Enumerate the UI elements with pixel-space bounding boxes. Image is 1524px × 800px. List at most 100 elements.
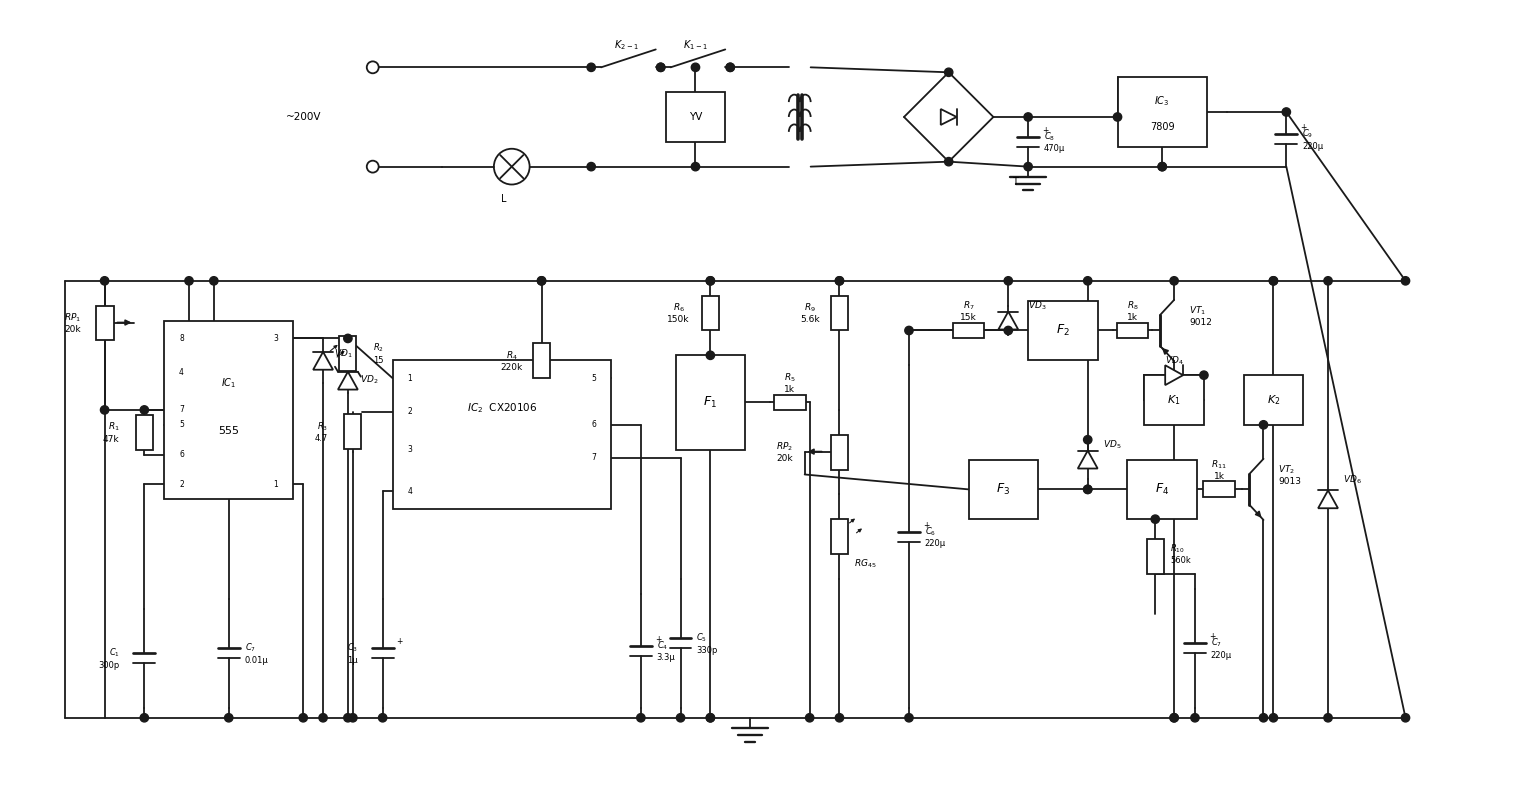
Text: $C_7$
0.01μ: $C_7$ 0.01μ <box>245 642 268 665</box>
Circle shape <box>835 277 844 285</box>
Text: $VD_4$: $VD_4$ <box>1164 354 1184 366</box>
Circle shape <box>319 714 328 722</box>
Polygon shape <box>1166 366 1183 385</box>
Text: 3: 3 <box>273 334 279 343</box>
Bar <box>831 434 847 470</box>
Text: $VD_2$: $VD_2$ <box>361 374 379 386</box>
Text: $F_1$: $F_1$ <box>704 395 718 410</box>
Circle shape <box>101 277 108 285</box>
Circle shape <box>1282 108 1291 116</box>
Text: 6: 6 <box>180 450 184 459</box>
Text: $C_8$
470μ: $C_8$ 470μ <box>1044 130 1065 154</box>
Text: $IC_3$: $IC_3$ <box>1155 94 1170 109</box>
Circle shape <box>538 277 546 285</box>
Bar <box>136 415 152 450</box>
Text: 3: 3 <box>407 445 413 454</box>
Text: $K_1$: $K_1$ <box>1167 393 1181 407</box>
Circle shape <box>344 334 352 342</box>
Text: $RP_1$
20k: $RP_1$ 20k <box>64 311 81 334</box>
Circle shape <box>1114 113 1122 121</box>
Circle shape <box>1170 714 1178 722</box>
Text: $R_5$
1k: $R_5$ 1k <box>783 371 796 394</box>
Text: $R_6$
150k: $R_6$ 150k <box>668 301 690 324</box>
Circle shape <box>657 63 664 71</box>
Circle shape <box>835 277 844 285</box>
Circle shape <box>1158 162 1166 171</box>
Text: $R_4$
220k: $R_4$ 220k <box>500 350 523 372</box>
Circle shape <box>806 714 814 722</box>
Circle shape <box>657 63 664 71</box>
Circle shape <box>1259 421 1268 429</box>
Text: $RG_{45}$: $RG_{45}$ <box>855 558 878 570</box>
Circle shape <box>692 63 700 71</box>
Circle shape <box>1170 714 1178 722</box>
Text: 5: 5 <box>180 420 184 430</box>
Circle shape <box>1190 714 1199 722</box>
Text: +: + <box>396 638 402 646</box>
Polygon shape <box>1077 450 1097 469</box>
Text: +: + <box>1300 123 1306 132</box>
Bar <box>969 459 1038 519</box>
Text: $C_6$
220μ: $C_6$ 220μ <box>925 525 946 548</box>
Circle shape <box>1269 277 1277 285</box>
Circle shape <box>706 714 715 722</box>
Circle shape <box>1199 371 1209 379</box>
Circle shape <box>1084 486 1091 494</box>
Text: L: L <box>501 194 506 205</box>
Bar <box>1117 322 1148 338</box>
Bar <box>1117 78 1207 146</box>
Circle shape <box>378 714 387 722</box>
Text: 1: 1 <box>407 374 411 382</box>
Text: $C_5$
330p: $C_5$ 330p <box>696 632 718 654</box>
Text: $RP_2$
20k: $RP_2$ 20k <box>776 440 794 463</box>
Text: $R_{10}$
560k: $R_{10}$ 560k <box>1170 542 1190 566</box>
Text: $C_4$
3.3μ: $C_4$ 3.3μ <box>657 639 675 662</box>
Text: $IC_2$  CX20106: $IC_2$ CX20106 <box>466 401 536 415</box>
Text: YV: YV <box>689 112 703 122</box>
Polygon shape <box>940 109 957 125</box>
Circle shape <box>706 277 715 285</box>
Text: 2: 2 <box>180 480 184 489</box>
Circle shape <box>706 351 715 359</box>
Text: 1: 1 <box>274 480 279 489</box>
Text: $F_4$: $F_4$ <box>1155 482 1169 497</box>
Circle shape <box>210 277 218 285</box>
Bar <box>533 343 550 378</box>
Circle shape <box>587 162 596 171</box>
Bar <box>952 322 985 338</box>
Bar <box>1244 375 1303 425</box>
Text: $C_3$
1μ: $C_3$ 1μ <box>346 642 358 665</box>
Polygon shape <box>338 372 358 390</box>
Bar <box>96 306 113 341</box>
Text: $R_3$
4.7: $R_3$ 4.7 <box>315 420 328 443</box>
Bar <box>1146 539 1164 574</box>
Circle shape <box>1402 714 1410 722</box>
Circle shape <box>1024 162 1032 171</box>
Text: 7: 7 <box>180 406 184 414</box>
Circle shape <box>725 63 735 71</box>
Circle shape <box>1084 277 1091 285</box>
Text: $K_{2-1}$: $K_{2-1}$ <box>614 38 639 52</box>
Text: +: + <box>1042 126 1049 135</box>
Polygon shape <box>1318 490 1338 508</box>
Text: $R_8$
1k: $R_8$ 1k <box>1126 299 1138 322</box>
Circle shape <box>1004 326 1012 334</box>
Circle shape <box>1084 435 1091 444</box>
Bar <box>1029 301 1097 360</box>
Circle shape <box>1004 277 1012 285</box>
Circle shape <box>945 158 952 166</box>
Text: $C_9$
220μ: $C_9$ 220μ <box>1301 128 1323 150</box>
Circle shape <box>140 406 148 414</box>
Circle shape <box>1024 113 1032 121</box>
Text: 2: 2 <box>407 407 411 417</box>
Text: $R_1$
47k: $R_1$ 47k <box>102 421 119 444</box>
Circle shape <box>1259 714 1268 722</box>
Text: T: T <box>1012 177 1018 186</box>
Circle shape <box>905 714 913 722</box>
Circle shape <box>637 714 645 722</box>
Circle shape <box>945 68 952 77</box>
Text: 7: 7 <box>591 453 596 462</box>
Circle shape <box>1170 277 1178 285</box>
Circle shape <box>344 714 352 722</box>
Polygon shape <box>998 312 1018 330</box>
